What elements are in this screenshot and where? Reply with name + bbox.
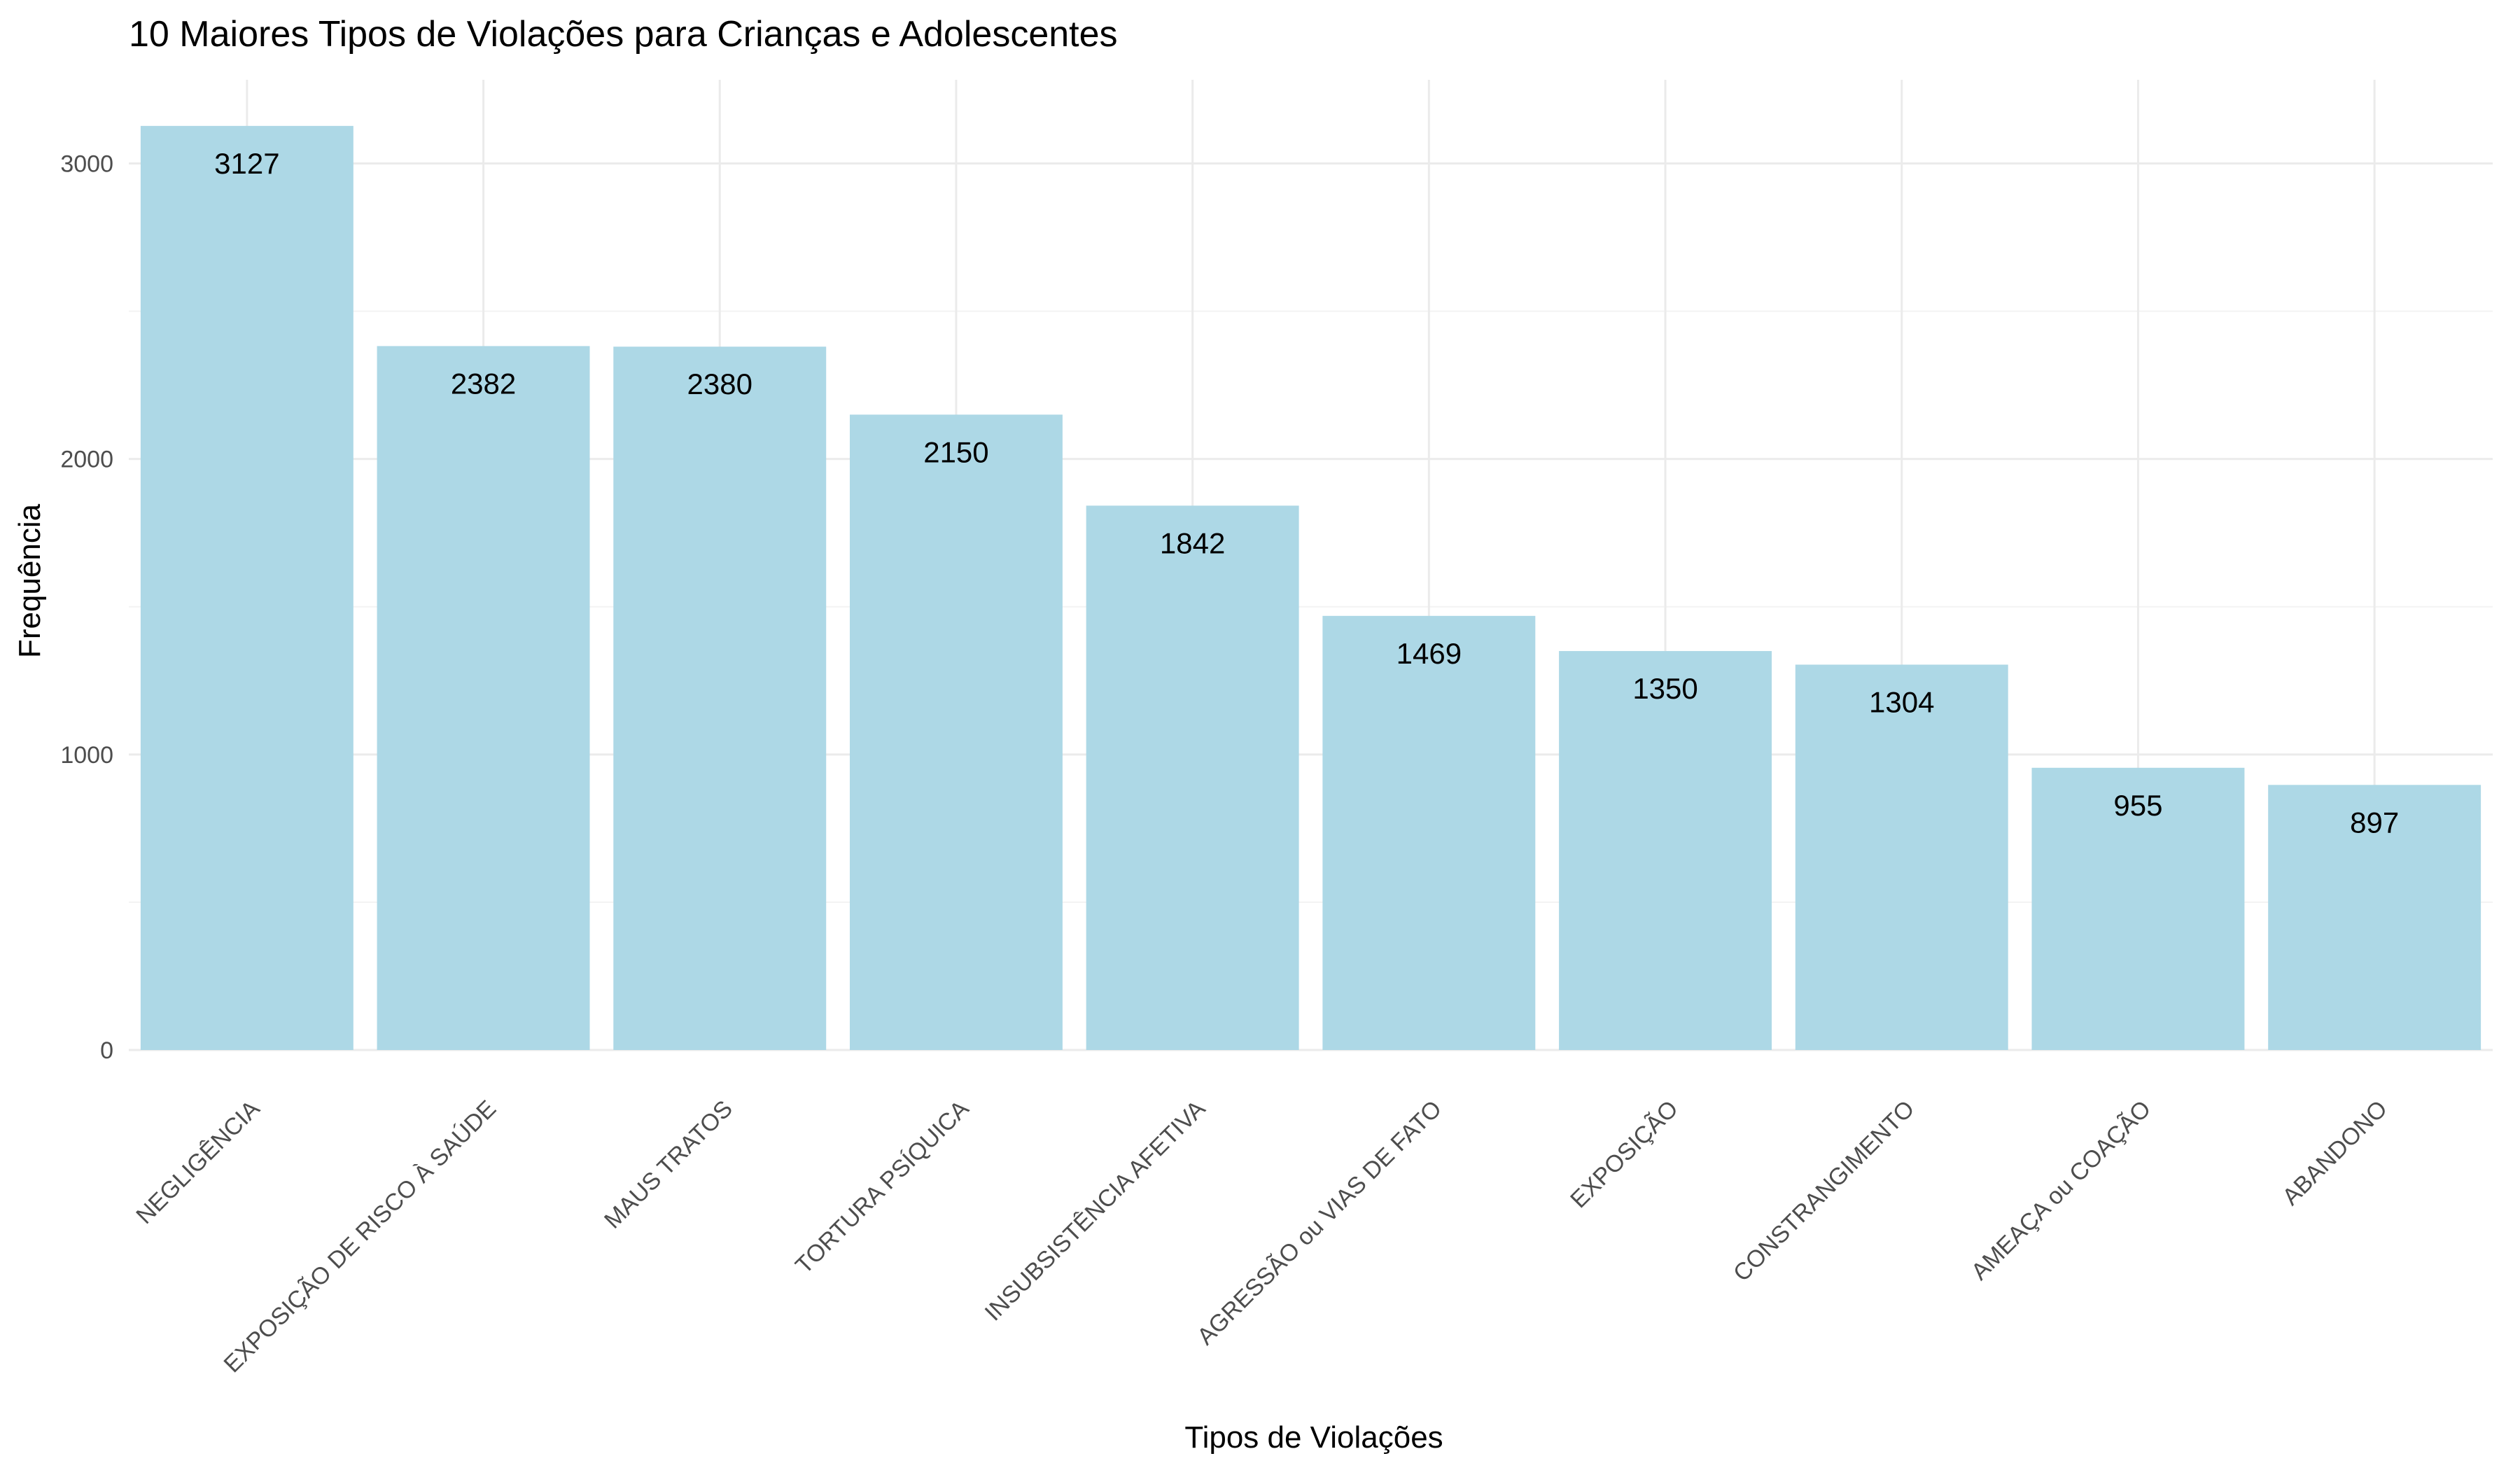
bar-value-label: 3127 <box>214 147 279 180</box>
x-tick-label: EXPOSIÇÃO DE RISCO À SAÚDE <box>219 1096 502 1378</box>
data-labels: 3127 2382 2380 2150 1842 1469 1350 1304 955 897 <box>214 147 2399 839</box>
x-tick-label: NEGLIGÊNCIA <box>131 1096 265 1229</box>
bar <box>2268 785 2482 1050</box>
bar-value-label: 1304 <box>1869 685 1934 718</box>
bar-value-label: 1350 <box>1632 672 1698 705</box>
chart-title: 10 Maiores Tipos de Violações para Crian… <box>129 14 1118 55</box>
bar-value-label: 1842 <box>1160 526 1225 559</box>
x-tick-label: ABANDONO <box>2277 1096 2392 1210</box>
y-axis: 0 1000 2000 3000 <box>60 150 113 1064</box>
bar <box>1322 615 1536 1050</box>
y-tick-label: 0 <box>100 1037 113 1064</box>
x-tick-label: AMEAÇA ou COAÇÃO <box>1966 1096 2156 1285</box>
bar <box>1086 505 1299 1050</box>
x-tick-label: EXPOSIÇÃO <box>1565 1096 1683 1213</box>
x-tick-label: INSUBSISTÊNCIA AFETIVA <box>980 1096 1211 1326</box>
bar <box>1795 664 2008 1050</box>
bar-value-label: 897 <box>2350 806 2399 839</box>
bar-value-label: 2380 <box>687 368 752 400</box>
y-tick-label: 3000 <box>60 150 113 177</box>
bar <box>2031 767 2245 1050</box>
y-tick-label: 2000 <box>60 447 113 473</box>
x-tick-label: CONSTRANGIMENTO <box>1728 1096 1920 1287</box>
x-tick-label: MAUS TRATOS <box>599 1096 738 1234</box>
bar <box>613 346 827 1050</box>
bar-value-label: 2382 <box>451 367 516 400</box>
x-tick-label: TORTURA PSÍQUICA <box>790 1096 974 1280</box>
x-axis-title: Tipos de Violações <box>1184 1420 1443 1455</box>
x-tick-label: AGRESSÃO ou VIAS DE FATO <box>1192 1096 1447 1350</box>
bar-value-label: 1469 <box>1396 637 1462 670</box>
bars <box>140 125 2482 1051</box>
bar-value-label: 2150 <box>923 435 988 468</box>
y-tick-label: 1000 <box>60 742 113 769</box>
bar <box>140 125 354 1051</box>
bar <box>1559 651 1772 1050</box>
bar <box>377 346 590 1050</box>
y-axis-title: Frequência <box>13 503 47 658</box>
bar-value-label: 955 <box>2113 789 2162 822</box>
bar <box>849 414 1063 1050</box>
